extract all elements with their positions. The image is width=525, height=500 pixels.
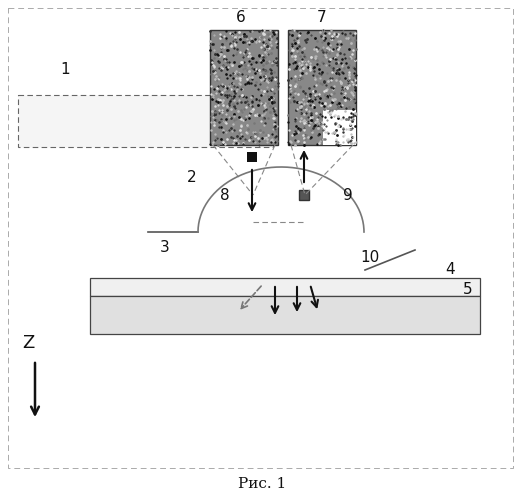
Bar [90,278,480,296]
Text: 10: 10 [360,250,380,264]
Text: Z: Z [22,334,34,352]
Bar [210,30,278,145]
Text: 6: 6 [236,10,246,26]
Text: 1: 1 [60,62,70,78]
Text: 8: 8 [220,188,230,202]
Text: 2: 2 [187,170,197,186]
Text: 3: 3 [160,240,170,256]
Text: Рис. 1: Рис. 1 [238,477,286,491]
Bar [323,110,356,145]
Text: 4: 4 [445,262,455,278]
Text: 7: 7 [317,10,327,26]
Text: 9: 9 [343,188,353,202]
Bar [299,190,309,200]
Bar [18,95,273,147]
Bar [288,30,356,145]
Bar [90,296,480,334]
Text: 5: 5 [463,282,473,298]
Bar [247,152,257,162]
